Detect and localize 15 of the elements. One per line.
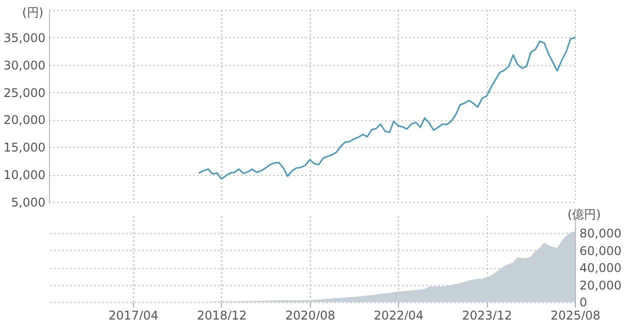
- y-tick-label: 30,000: [4, 58, 46, 72]
- y-tick-label: 35,000: [4, 30, 46, 45]
- y2-axis-title: (億円): [568, 208, 601, 222]
- y-axis-title: (円): [22, 6, 44, 20]
- y-tick-label: 20,000: [4, 113, 46, 128]
- line-series: [198, 36, 576, 180]
- y-tick-label: 10,000: [4, 168, 46, 182]
- y2-tick-label: 20,000: [580, 278, 622, 292]
- y2-tick-label: 40,000: [580, 261, 622, 276]
- y2-tick-label: 0: [580, 296, 588, 310]
- y2-tick-label: 80,000: [580, 226, 622, 241]
- y-tick-label: 25,000: [4, 86, 46, 100]
- y-tick-label: 15,000: [4, 140, 46, 155]
- y2-tick-label: 60,000: [580, 244, 622, 258]
- y-tick-label: 5,000: [11, 196, 46, 210]
